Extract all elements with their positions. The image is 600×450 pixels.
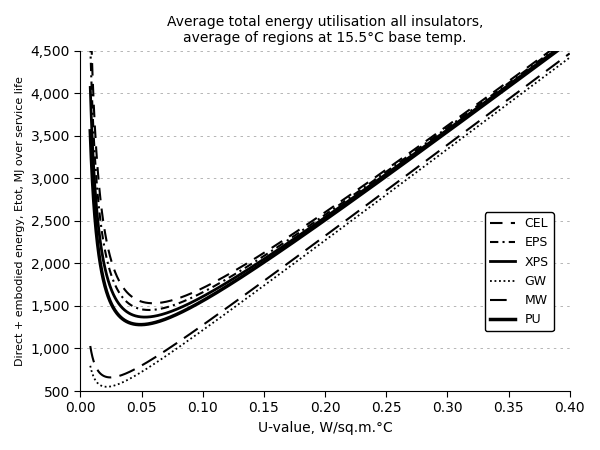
PU [86, 128, 94, 134]
CEL [292, 230, 299, 235]
Line: EPS: EPS [90, 38, 569, 310]
XPS [314, 220, 322, 225]
EPS [314, 217, 322, 222]
XPS [435, 133, 442, 139]
Line: GW: GW [90, 58, 569, 387]
CEL [566, 34, 573, 39]
XPS [288, 238, 295, 243]
EPS [86, 41, 94, 47]
GW [566, 55, 573, 60]
GW [103, 384, 110, 390]
EPS [292, 232, 299, 238]
EPS [288, 235, 295, 240]
XPS [566, 37, 573, 43]
MW [292, 255, 299, 261]
EPS [527, 64, 535, 69]
CEL [314, 214, 322, 220]
GW [435, 153, 442, 158]
Legend: CEL, EPS, XPS, GW, MW, PU: CEL, EPS, XPS, GW, MW, PU [485, 212, 554, 332]
PU [435, 135, 442, 141]
Y-axis label: Direct + embodied energy, Etot, MJ over service life: Direct + embodied energy, Etot, MJ over … [15, 76, 25, 366]
PU [314, 222, 322, 228]
MW [314, 238, 322, 244]
GW [288, 262, 295, 268]
CEL [527, 62, 535, 68]
XPS [292, 235, 299, 240]
Line: MW: MW [90, 54, 569, 378]
PU [292, 238, 299, 243]
MW [288, 258, 295, 263]
CEL [288, 232, 295, 238]
XPS [142, 315, 149, 320]
GW [314, 243, 322, 248]
GW [292, 260, 299, 265]
Line: PU: PU [90, 41, 569, 324]
PU [527, 68, 535, 73]
MW [107, 375, 114, 380]
Title: Average total energy utilisation all insulators,
average of regions at 15.5°C ba: Average total energy utilisation all ins… [167, 15, 483, 45]
PU [551, 50, 559, 55]
PU [137, 322, 144, 327]
Line: XPS: XPS [90, 40, 569, 317]
CEL [551, 45, 559, 50]
EPS [551, 46, 559, 52]
Line: CEL: CEL [90, 0, 569, 303]
EPS [566, 36, 573, 41]
PU [288, 240, 295, 246]
MW [551, 62, 559, 67]
CEL [86, 0, 94, 3]
XPS [551, 48, 559, 54]
XPS [527, 66, 535, 71]
EPS [146, 307, 153, 313]
EPS [435, 131, 442, 137]
MW [435, 148, 442, 154]
MW [527, 80, 535, 85]
GW [551, 66, 559, 71]
XPS [86, 85, 94, 90]
PU [566, 39, 573, 44]
CEL [149, 301, 157, 306]
GW [527, 84, 535, 89]
CEL [435, 129, 442, 135]
MW [566, 51, 573, 56]
GW [86, 363, 94, 369]
X-axis label: U-value, W/sq.m.°C: U-value, W/sq.m.°C [258, 421, 392, 435]
MW [86, 343, 94, 349]
